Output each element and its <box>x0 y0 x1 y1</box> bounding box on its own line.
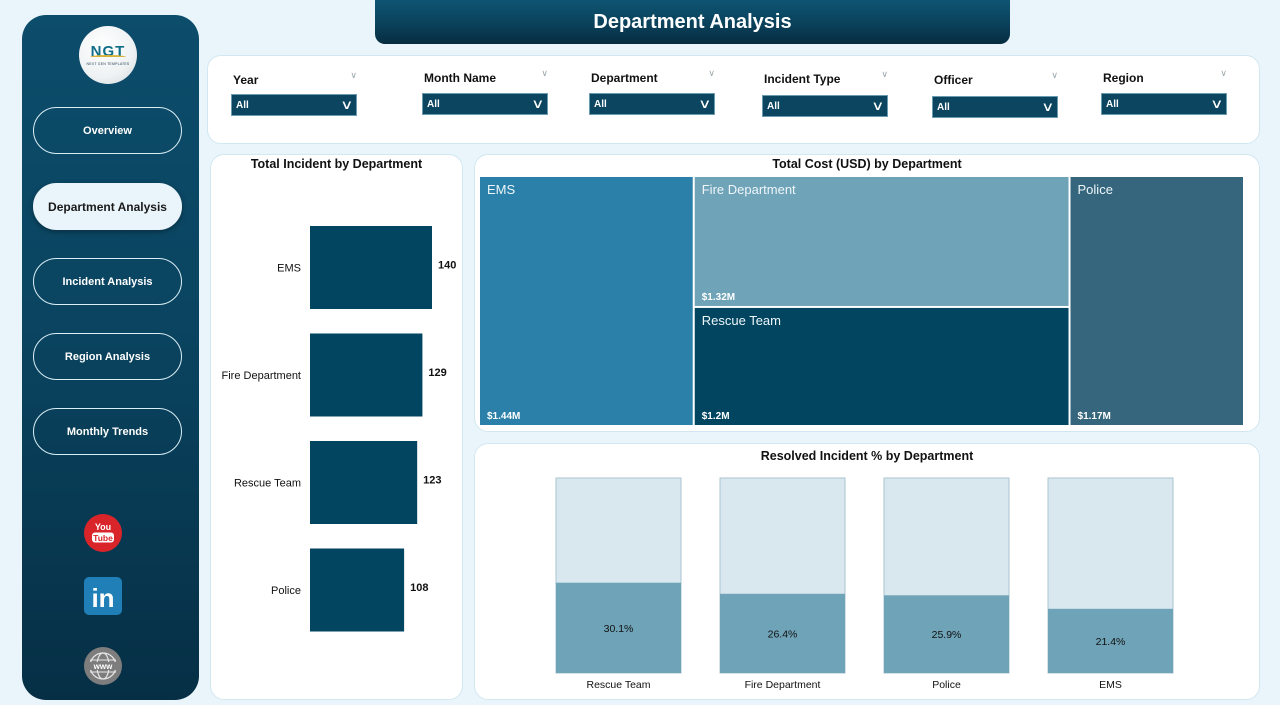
bar <box>556 582 681 673</box>
chevron-down-icon: ∨ <box>1041 99 1055 114</box>
nav-monthly-trends-button[interactable]: Monthly Trends <box>33 408 182 455</box>
filter-label: Department <box>591 71 658 85</box>
bar <box>310 441 418 524</box>
total-cost-chart-card: Total Cost (USD) by Department EMS $1.44M… <box>474 154 1260 432</box>
bar <box>310 226 432 309</box>
resolved-incident-chart: 30.1% Rescue Team 26.4% Fire Department 25.9… <box>555 477 1174 691</box>
data-label: 140 <box>438 260 456 272</box>
linkedin-link[interactable]: in <box>82 575 124 617</box>
website-link[interactable]: www <box>82 645 124 687</box>
filter-value: All <box>767 100 780 112</box>
bar <box>310 333 423 417</box>
category-label: Fire Department <box>745 679 821 691</box>
data-label: 30.1% <box>604 623 634 635</box>
ngt-logo[interactable]: NGT NEXT GEN TEMPLATES <box>79 26 137 84</box>
youtube-text-bottom: Tube <box>93 533 113 543</box>
total-incident-chart-card: Total Incident by Department EMS 140 Fire … <box>210 154 463 700</box>
chevron-down-icon[interactable]: ∨ <box>881 69 888 79</box>
bar <box>310 548 405 632</box>
category-label: Police <box>271 585 301 597</box>
filter-incident-type-select[interactable]: All ∨ <box>762 95 888 117</box>
chart-title: Total Incident by Department <box>250 157 423 171</box>
sidebar: NGT NEXT GEN TEMPLATES Overview Departme… <box>22 15 199 700</box>
chevron-down-icon[interactable]: ∨ <box>541 68 548 78</box>
filter-label: Officer <box>934 73 973 87</box>
data-label: 21.4% <box>1096 636 1126 648</box>
tile-label: Fire Department <box>702 182 796 197</box>
data-label: 26.4% <box>768 628 798 640</box>
filter-officer-select[interactable]: All ∨ <box>932 96 1058 118</box>
tile-value: $1.17M <box>1078 411 1111 422</box>
filter-year-select[interactable]: All ∨ <box>231 94 357 116</box>
total-incident-chart: EMS 140 Fire Department 129 Rescue Team 123 Po… <box>222 226 456 632</box>
data-label: 25.9% <box>932 629 962 641</box>
tile-value: $1.44M <box>487 411 520 422</box>
filter-value: All <box>594 98 607 110</box>
linkedin-icon: in <box>84 577 122 615</box>
chevron-down-icon[interactable]: ∨ <box>1051 70 1058 80</box>
nav-region-analysis-button[interactable]: Region Analysis <box>33 333 182 380</box>
chevron-down-icon[interactable]: ∨ <box>1220 68 1227 78</box>
youtube-link[interactable]: You Tube <box>82 512 124 554</box>
nav-department-analysis-button[interactable]: Department Analysis <box>33 183 182 230</box>
filter-department-select[interactable]: All ∨ <box>589 93 715 115</box>
chevron-down-icon: ∨ <box>340 97 354 112</box>
category-label: Rescue Team <box>586 679 650 691</box>
tile-label: EMS <box>487 182 516 197</box>
globe-icon: www <box>84 647 122 685</box>
filter-value: All <box>937 101 950 113</box>
bar <box>720 593 845 673</box>
total-cost-treemap: EMS $1.44M Fire Department $1.32M Rescue Tea… <box>480 177 1243 425</box>
chevron-down-icon: ∨ <box>698 96 712 111</box>
data-label: 108 <box>410 582 428 594</box>
bar <box>1048 608 1173 673</box>
nav-incident-analysis-button[interactable]: Incident Analysis <box>33 258 182 305</box>
filter-value: All <box>1106 98 1119 110</box>
filter-region-select[interactable]: All ∨ <box>1101 93 1227 115</box>
data-label: 123 <box>423 475 441 487</box>
chevron-down-icon: ∨ <box>871 98 885 113</box>
filter-panel: Year ∨ All ∨ Month Name ∨ All ∨ Departme… <box>207 55 1260 144</box>
treemap-tile <box>480 177 693 425</box>
chart-title: Resolved Incident % by Department <box>760 449 974 463</box>
logo-subtext: NEXT GEN TEMPLATES <box>86 62 130 66</box>
bar <box>884 595 1009 673</box>
category-label: Fire Department <box>222 370 301 382</box>
category-label: Rescue Team <box>234 478 301 490</box>
category-label: EMS <box>277 263 301 275</box>
tile-label: Police <box>1078 182 1113 197</box>
chevron-down-icon[interactable]: ∨ <box>708 68 715 78</box>
tile-value: $1.32M <box>702 292 735 303</box>
treemap-tile <box>694 307 1069 425</box>
chevron-down-icon: ∨ <box>531 96 545 111</box>
treemap-tile <box>1070 177 1243 425</box>
tile-value: $1.2M <box>702 411 730 422</box>
youtube-text-top: You <box>95 522 111 532</box>
globe-text: www <box>93 662 113 671</box>
filter-label: Month Name <box>424 71 496 85</box>
tile-label: Rescue Team <box>702 313 781 328</box>
page-title: Department Analysis <box>375 0 1010 44</box>
treemap-tile <box>694 177 1069 306</box>
chevron-down-icon[interactable]: ∨ <box>350 70 357 80</box>
nav-overview-button[interactable]: Overview <box>33 107 182 154</box>
filter-month-name-select[interactable]: All ∨ <box>422 93 548 115</box>
filter-value: All <box>236 99 249 111</box>
category-label: Police <box>932 679 961 691</box>
filter-label: Region <box>1103 71 1144 85</box>
linkedin-text: in <box>91 583 114 613</box>
resolved-incident-chart-card: Resolved Incident % by Department 30.1% R… <box>474 443 1260 700</box>
filter-label: Year <box>233 73 259 87</box>
category-label: EMS <box>1099 679 1122 691</box>
filter-value: All <box>427 98 440 110</box>
logo-swoosh <box>90 55 126 59</box>
youtube-icon: You Tube <box>84 514 122 552</box>
data-label: 129 <box>428 367 446 379</box>
chart-title: Total Cost (USD) by Department <box>772 157 962 171</box>
chevron-down-icon: ∨ <box>1210 96 1224 111</box>
filter-label: Incident Type <box>764 72 841 86</box>
